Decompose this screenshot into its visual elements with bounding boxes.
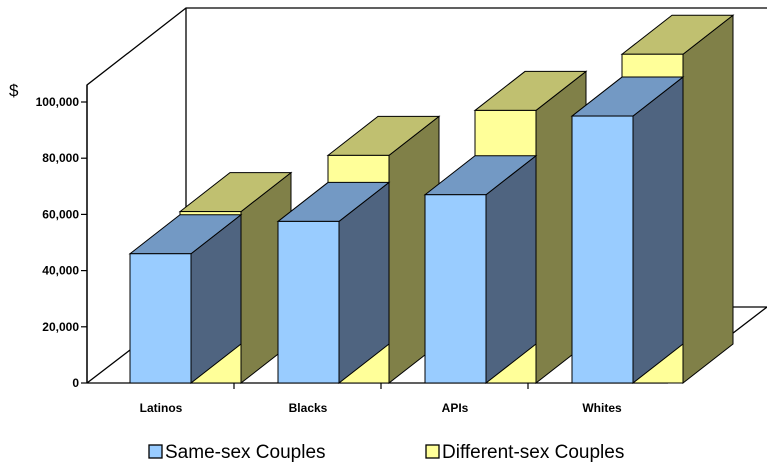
y-tick-label: 80,000 bbox=[42, 151, 79, 165]
bar-apis-same-sex bbox=[423, 154, 538, 385]
bar-blacks-same-sex-front bbox=[277, 220, 340, 384]
y-tick-label: 20,000 bbox=[42, 320, 79, 334]
y-unit-label: $ bbox=[9, 81, 19, 100]
legend-swatch bbox=[425, 444, 440, 459]
legend-label: Different-sex Couples bbox=[442, 442, 624, 463]
x-category-label: Blacks bbox=[289, 401, 328, 415]
legend-label: Same-sex Couples bbox=[165, 442, 326, 463]
bar-whites-same-sex-side bbox=[632, 76, 684, 385]
x-category-label: Whites bbox=[582, 401, 622, 415]
y-tick-label: 100,000 bbox=[36, 95, 80, 109]
bar-apis-same-sex-front bbox=[424, 194, 487, 384]
x-category-label: Latinos bbox=[140, 401, 183, 415]
x-category-labels: Latinos Blacks APIs Whites bbox=[140, 383, 622, 415]
bar-latinos-same-sex bbox=[128, 213, 243, 385]
y-tick-label: 40,000 bbox=[42, 264, 79, 278]
y-tick-labels: 0 20,000 40,000 60,000 80,000 100,000 bbox=[36, 95, 87, 390]
bar-latinos-same-sex-front bbox=[129, 253, 192, 384]
bar-blacks-same-sex bbox=[276, 181, 391, 385]
bar-whites-same-sex-front bbox=[571, 115, 634, 384]
x-category-label: APIs bbox=[442, 401, 469, 415]
y-tick-label: 0 bbox=[72, 376, 79, 390]
bar-whites-same-sex bbox=[570, 76, 685, 385]
y-tick-label: 60,000 bbox=[42, 207, 79, 221]
bar-apis-same-sex-side bbox=[485, 154, 537, 385]
y-axis: $ bbox=[9, 81, 88, 383]
legend-swatch bbox=[148, 444, 163, 459]
bars bbox=[128, 14, 735, 385]
bar-whites-different-sex-side bbox=[682, 14, 734, 385]
legend: Same-sex Couples Different-sex Couples bbox=[148, 442, 624, 463]
